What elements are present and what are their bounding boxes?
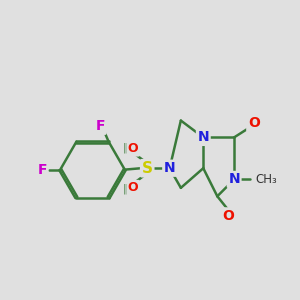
Text: ‖: ‖: [123, 143, 128, 153]
Text: N: N: [197, 130, 209, 144]
Text: N: N: [228, 172, 240, 186]
Text: ‖: ‖: [123, 183, 128, 194]
Text: O: O: [248, 116, 260, 130]
Text: CH₃: CH₃: [255, 173, 277, 186]
Text: S: S: [142, 161, 153, 176]
Text: F: F: [37, 163, 47, 177]
Text: F: F: [95, 119, 105, 133]
Text: O: O: [128, 182, 139, 194]
Text: O: O: [128, 142, 139, 155]
Text: O: O: [223, 209, 235, 223]
Text: N: N: [164, 161, 176, 175]
